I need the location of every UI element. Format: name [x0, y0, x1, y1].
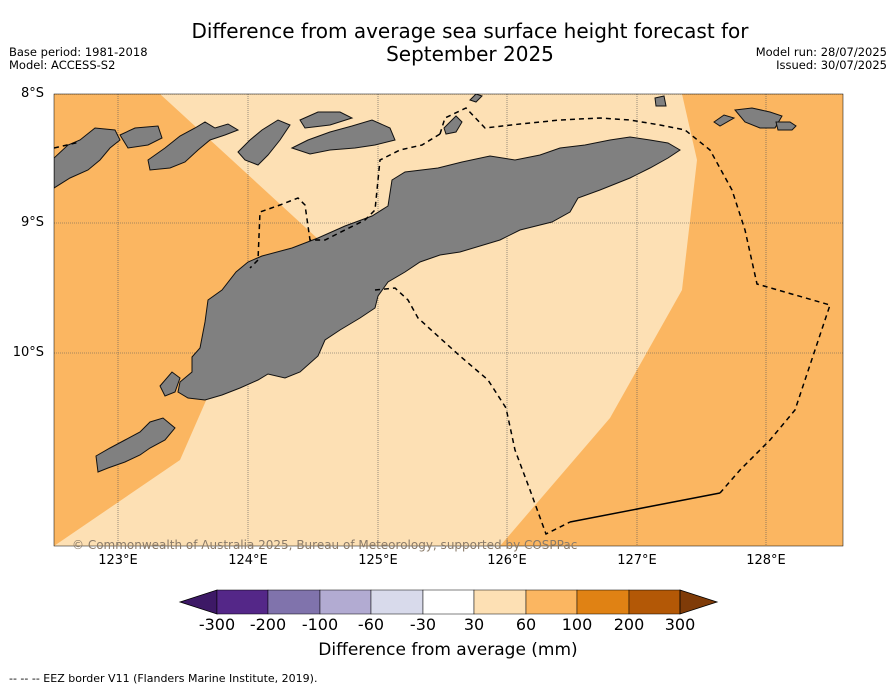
colorbar-tick: -60: [357, 615, 385, 634]
wetar-island-piece: [469, 94, 483, 103]
colorbar-tick: 60: [515, 615, 537, 634]
eez-border-solid: [569, 492, 721, 523]
lat-label-8s: 8°S: [20, 86, 44, 101]
sea-anomaly-60-100-east: [500, 94, 843, 546]
semau-island: [159, 371, 181, 397]
colorbar-segment: [267, 589, 321, 615]
colorbar-tick: 200: [613, 615, 645, 634]
colorbar-label: Difference from average (mm): [318, 640, 578, 660]
pantar-island: [237, 119, 291, 166]
model-name: Model: ACCESS-S2: [9, 58, 116, 72]
colorbar-tick: -300: [198, 615, 236, 634]
eez-border: [54, 107, 831, 536]
colorbar-tick: 100: [561, 615, 593, 634]
colorbar-tick: 30: [463, 615, 485, 634]
colorbar-tick: 300: [664, 615, 696, 634]
kisar-island: [654, 95, 667, 107]
title-line-2: September 2025: [386, 42, 554, 66]
colorbar-tick: -100: [301, 615, 339, 634]
adonara-island: [119, 125, 163, 149]
lon-label-128e: 128°E: [746, 553, 786, 568]
timor-island: [177, 136, 681, 401]
lon-label-125e: 125°E: [358, 553, 398, 568]
lakor-island: [775, 121, 797, 131]
land: [54, 94, 797, 473]
colorbar-extend-low: [178, 589, 218, 615]
alor-island: [290, 119, 396, 155]
atauro-island: [443, 115, 463, 135]
colorbar-tick: -200: [249, 615, 287, 634]
lat-label-10s: 10°S: [12, 345, 44, 360]
sea-anomaly-60-100-west: [54, 94, 330, 546]
lat-label-9s: 9°S: [20, 215, 44, 230]
alor-north-island: [299, 111, 354, 129]
title-line-1: Difference from average sea surface heig…: [191, 19, 749, 43]
map-frame: [53, 93, 844, 547]
lon-label-123e: 123°E: [98, 553, 138, 568]
colorbar-segment: [525, 589, 578, 615]
meta-left: Base period: 1981-2018 Model: ACCESS-S2: [9, 46, 148, 72]
colorbar-tick: -30: [409, 615, 437, 634]
colorbar-segment: [216, 589, 269, 615]
flores-island: [54, 127, 121, 189]
eez-footnote: -- -- -- EEZ border V11 (Flanders Marine…: [9, 672, 318, 685]
lon-label-126e: 126°E: [487, 553, 527, 568]
meta-right: Model run: 28/07/2025 Issued: 30/07/2025: [756, 46, 887, 72]
colorbar-extend-high: [679, 589, 719, 615]
colorbar-segment: [576, 589, 630, 615]
colorbar-segment: [473, 589, 527, 615]
colorbar-segment: [370, 589, 424, 615]
model-run: Model run: 28/07/2025: [755, 45, 887, 59]
lon-label-127e: 127°E: [617, 553, 657, 568]
colorbar-segment: [422, 589, 475, 615]
leti-island: [713, 114, 736, 127]
rote-island: [95, 417, 176, 473]
map-title: Difference from average sea surface heig…: [120, 20, 820, 66]
colorbar-segment: [319, 589, 372, 615]
base-period: Base period: 1981-2018: [9, 45, 148, 59]
lon-label-124e: 124°E: [228, 553, 268, 568]
issued-date: Issued: 30/07/2025: [776, 58, 887, 72]
lembata-island: [147, 121, 240, 171]
colorbar-segment: [628, 589, 681, 615]
copyright-notice: © Commonwealth of Australia 2025, Bureau…: [72, 538, 578, 552]
